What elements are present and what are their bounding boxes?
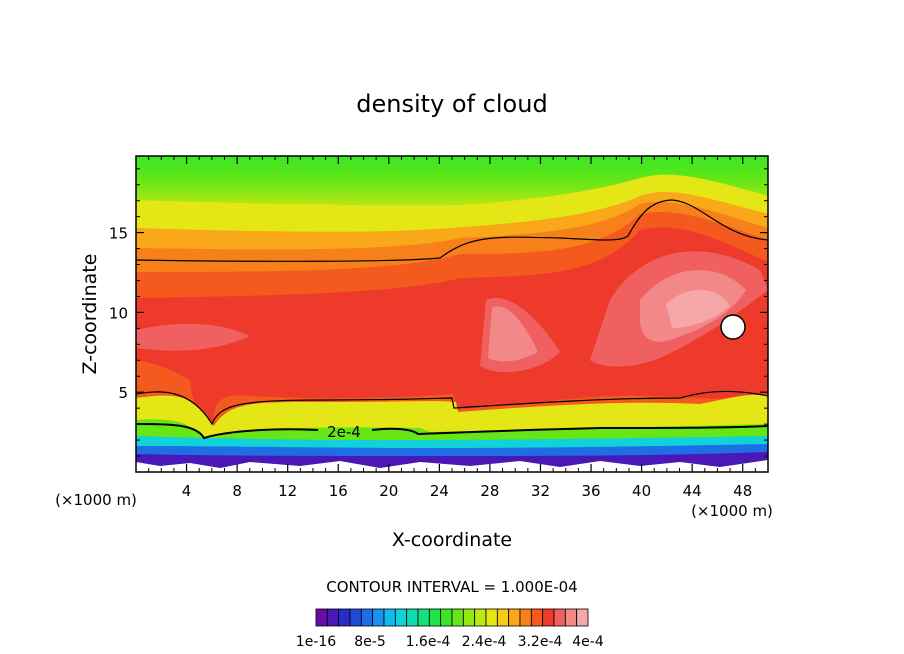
x-tick-label: 32: [531, 482, 550, 500]
colorbar-swatch: [394, 608, 408, 627]
contour-line-2e-4: [136, 423, 768, 440]
colorbar: [315, 608, 589, 627]
x-tick-label: 12: [278, 482, 297, 500]
contour-line-upper: [136, 199, 768, 262]
field-ground: [136, 460, 768, 472]
contour-interval-text: CONTOUR INTERVAL = 1.000E-04: [326, 578, 577, 596]
colorbar-swatch: [530, 608, 544, 627]
plot-field: [136, 156, 768, 472]
contour-line-mid: [136, 390, 768, 426]
colorbar-tick-label: 2.4e-4: [462, 634, 507, 650]
x-unit-right: (×1000 m): [691, 502, 773, 520]
colorbar-swatch: [576, 608, 589, 627]
colorbar-swatch: [508, 608, 521, 627]
colorbar-swatch: [338, 608, 351, 627]
x-tick-label: 16: [329, 482, 348, 500]
colorbar-swatch: [485, 608, 498, 627]
x-tick-label: 8: [232, 482, 242, 500]
x-unit-left: (×1000 m): [55, 491, 137, 509]
y-tick-label: 5: [118, 384, 128, 402]
colorbar-labels: 1e-16 8e-5 1.6e-4 2.4e-4 3.2e-4 4e-4: [296, 634, 604, 650]
y-tick-label: 10: [109, 304, 128, 322]
y-axis-label: Z-coordinate: [79, 254, 101, 375]
field-patch-salmon-left: [136, 323, 250, 351]
colorbar-tick-label: 8e-5: [354, 634, 385, 650]
x-axis-label: X-coordinate: [392, 529, 512, 551]
x-tick-label: 36: [581, 482, 600, 500]
x-tick-label: 44: [683, 482, 702, 500]
colorbar-swatch: [496, 608, 510, 627]
colorbar-swatch: [542, 608, 555, 627]
x-tick-label: 48: [733, 482, 752, 500]
colorbar-swatch: [564, 608, 578, 627]
chart-title: density of cloud: [356, 90, 547, 118]
colorbar-tick-label: 1.6e-4: [406, 634, 451, 650]
x-tick-label: 40: [632, 482, 651, 500]
colorbar-swatch: [519, 608, 532, 627]
colorbar-swatch: [553, 608, 566, 627]
contour-label: 2e-4: [327, 423, 361, 441]
y-tick-label: 15: [109, 225, 128, 243]
colorbar-swatch: [462, 608, 476, 627]
colorbar-swatch: [360, 608, 374, 627]
colorbar-swatch: [451, 608, 464, 627]
colorbar-swatch: [372, 608, 385, 627]
colorbar-swatch: [474, 608, 487, 627]
x-tick-label: 28: [480, 482, 499, 500]
colorbar-tick-label: 4e-4: [572, 634, 604, 650]
colorbar-tick-label: 1e-16: [296, 634, 336, 650]
colorbar-swatch: [383, 608, 396, 627]
field-max-white-blob: [720, 314, 746, 340]
y-axis-ticks: 5 10 15: [109, 168, 768, 457]
colorbar-swatch: [315, 608, 328, 627]
field-band-red: [136, 227, 768, 425]
x-tick-label: 4: [182, 482, 192, 500]
colorbar-swatch: [349, 608, 362, 627]
field-patch-lightpink-right: [666, 289, 730, 328]
x-tick-label: 24: [430, 482, 449, 500]
x-axis-ticks: 4 8 12 16 20 24 28 32 36 40 44 48: [148, 156, 756, 500]
colorbar-tick-label: 3.2e-4: [518, 634, 563, 650]
colorbar-swatch: [326, 608, 340, 627]
colorbar-swatch: [440, 608, 453, 627]
colorbar-swatch: [406, 608, 419, 627]
x-tick-label: 20: [379, 482, 398, 500]
colorbar-swatch: [428, 608, 442, 627]
field-patch-pink-center: [488, 306, 538, 362]
colorbar-swatch: [417, 608, 430, 627]
